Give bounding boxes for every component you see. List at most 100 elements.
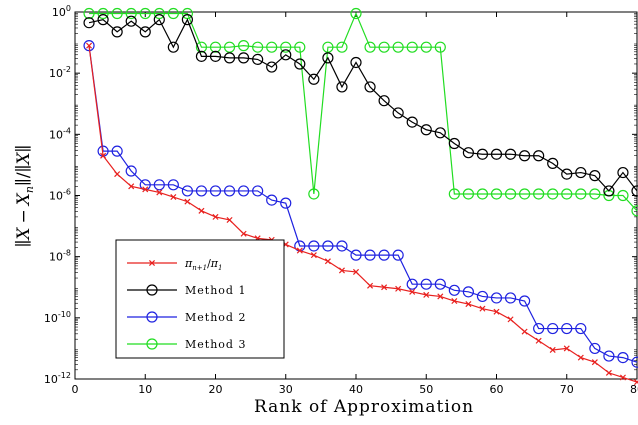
data-point <box>111 26 123 38</box>
data-point <box>310 252 317 259</box>
data-point <box>280 49 292 61</box>
data-point <box>631 185 638 197</box>
ylabel-norm-close-2: ∥ <box>14 145 34 153</box>
series-layer <box>83 7 638 386</box>
data-point <box>322 52 334 64</box>
data-point <box>83 40 95 52</box>
data-point <box>308 188 320 200</box>
series-line <box>89 11 638 212</box>
data-point <box>493 308 500 315</box>
data-point <box>223 41 236 53</box>
data-point <box>420 278 432 290</box>
data-point <box>462 188 474 200</box>
data-point <box>575 322 587 335</box>
data-point <box>518 295 531 307</box>
data-point <box>423 291 430 298</box>
data-point <box>266 61 278 73</box>
y-tick-label: 10-12 <box>44 371 71 386</box>
data-point <box>589 342 601 355</box>
data-point <box>153 7 165 20</box>
data-point <box>181 185 193 197</box>
data-point <box>294 41 306 53</box>
series-line <box>88 45 638 363</box>
data-point <box>167 179 179 191</box>
data-point <box>324 258 331 265</box>
series-method-1 <box>83 14 638 197</box>
data-point <box>212 213 219 220</box>
data-point <box>223 52 236 64</box>
legend-swatch-marker <box>146 338 158 350</box>
data-point <box>252 53 264 66</box>
data-point <box>381 284 388 291</box>
series-ratio <box>86 42 638 386</box>
data-point <box>266 194 278 206</box>
legend: πn+1/π1 Method 1 Method 2 Method 3 <box>115 239 285 359</box>
data-point <box>83 7 95 20</box>
data-point <box>364 249 376 261</box>
legend-box <box>115 239 285 359</box>
data-point <box>209 50 222 62</box>
ylabel-x-2: X <box>14 152 34 167</box>
data-point <box>476 148 489 160</box>
ticks: 0 10 20 30 40 50 60 70 80 100 10-2 10-4 10-6 10-8 10-1… <box>44 4 638 396</box>
data-point <box>238 185 250 197</box>
data-point <box>378 249 390 261</box>
data-point <box>406 41 418 53</box>
data-point <box>392 107 404 119</box>
ylabel-norm-close: ∥ <box>14 178 34 186</box>
data-point <box>198 207 205 214</box>
x-tick-label: 0 <box>72 383 79 396</box>
data-point <box>437 293 444 300</box>
legend-swatch-marker <box>148 259 156 267</box>
ylabel-slash: / <box>14 172 34 178</box>
data-point <box>139 26 151 38</box>
data-point <box>139 7 151 20</box>
svg-text:∥X−Xn∥/∥X∥: ∥X−Xn∥/∥X∥ <box>14 145 36 248</box>
y-tick-label: 100 <box>52 4 71 19</box>
data-point <box>490 188 503 200</box>
legend-swatch-marker <box>146 311 158 323</box>
series-line <box>88 45 638 383</box>
data-point <box>476 188 489 200</box>
data-point <box>100 152 107 159</box>
data-point <box>167 7 179 20</box>
legend-entry-ratio: πn+1/π1 <box>184 257 222 272</box>
data-point <box>156 189 163 196</box>
legend-entry-method-1: Method 1 <box>185 284 246 297</box>
data-point <box>547 322 559 335</box>
data-point <box>631 205 638 217</box>
data-point <box>619 374 626 381</box>
data-point <box>209 41 222 53</box>
data-point <box>533 322 545 335</box>
data-point <box>603 185 615 197</box>
x-tick-label: 60 <box>490 383 504 396</box>
data-point <box>518 150 531 162</box>
data-point <box>591 359 598 366</box>
data-point <box>563 345 570 352</box>
ylabel-minus: − <box>14 209 34 223</box>
x-tick-label: 40 <box>349 383 363 396</box>
data-point <box>504 292 517 304</box>
data-point <box>589 170 601 182</box>
data-point <box>350 7 362 20</box>
data-point <box>97 14 109 26</box>
data-point <box>266 41 278 53</box>
data-point <box>195 185 208 197</box>
data-point <box>111 7 123 20</box>
data-point <box>125 165 137 177</box>
data-point <box>420 124 432 136</box>
data-point <box>338 267 345 274</box>
data-point <box>575 188 587 200</box>
data-point <box>184 198 191 205</box>
data-point <box>561 168 573 180</box>
data-point <box>462 286 474 298</box>
x-tick-label: 50 <box>419 383 433 396</box>
y-tick-label: 10-8 <box>49 249 71 264</box>
data-point <box>490 148 503 160</box>
x-tick-label: 10 <box>138 383 152 396</box>
data-point <box>575 166 587 179</box>
data-point <box>125 15 137 27</box>
x-tick-label: 30 <box>279 383 293 396</box>
data-point <box>504 188 517 200</box>
